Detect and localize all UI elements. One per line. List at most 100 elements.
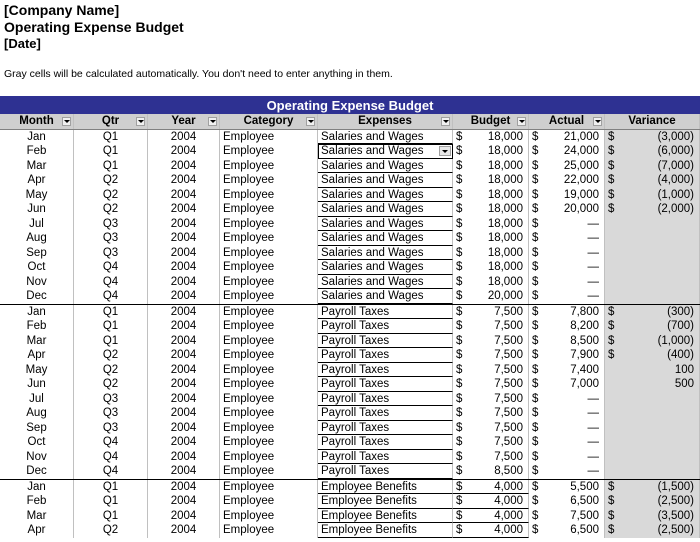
budget-cell[interactable]: $7,500 [453,362,529,377]
qtr-cell[interactable]: Q1 [74,129,148,144]
expenses-cell[interactable]: Payroll Taxes [318,406,453,421]
year-cell[interactable]: 2004 [148,494,220,509]
actual-cell[interactable]: $5,500 [529,479,605,494]
qtr-cell[interactable]: Q1 [74,158,148,173]
year-cell[interactable]: 2004 [148,158,220,173]
year-cell[interactable]: 2004 [148,202,220,217]
category-cell[interactable]: Employee [220,449,318,464]
filter-dropdown-icon[interactable] [208,117,217,126]
month-cell[interactable]: Mar [0,508,74,523]
qtr-cell[interactable]: Q2 [74,523,148,538]
category-cell[interactable]: Employee [220,129,318,144]
category-cell[interactable]: Employee [220,274,318,289]
budget-cell[interactable]: $18,000 [453,173,529,188]
budget-cell[interactable]: $18,000 [453,187,529,202]
expenses-cell[interactable]: Payroll Taxes [318,348,453,363]
month-cell[interactable]: Nov [0,449,74,464]
month-cell[interactable]: Jan [0,129,74,144]
actual-cell[interactable]: $7,800 [529,304,605,319]
month-cell[interactable]: Apr [0,173,74,188]
category-cell[interactable]: Employee [220,158,318,173]
actual-cell[interactable]: $6,500 [529,494,605,509]
year-cell[interactable]: 2004 [148,523,220,538]
qtr-cell[interactable]: Q3 [74,420,148,435]
qtr-cell[interactable]: Q4 [74,464,148,479]
actual-cell[interactable]: $24,000 [529,144,605,159]
expenses-cell[interactable]: Employee Benefits [318,523,453,538]
qtr-cell[interactable]: Q2 [74,187,148,202]
budget-cell[interactable]: $18,000 [453,274,529,289]
year-cell[interactable]: 2004 [148,362,220,377]
category-cell[interactable]: Employee [220,333,318,348]
month-cell[interactable]: Apr [0,523,74,538]
year-cell[interactable]: 2004 [148,464,220,479]
expenses-cell[interactable]: Payroll Taxes [318,333,453,348]
year-cell[interactable]: 2004 [148,231,220,246]
expenses-cell[interactable]: Salaries and Wages [318,173,453,188]
qtr-cell[interactable]: Q4 [74,274,148,289]
budget-cell[interactable]: $7,500 [453,435,529,450]
category-cell[interactable]: Employee [220,494,318,509]
actual-cell[interactable]: $8,500 [529,333,605,348]
qtr-cell[interactable]: Q1 [74,494,148,509]
filter-dropdown-icon[interactable] [441,117,450,126]
expenses-cell[interactable]: Payroll Taxes [318,420,453,435]
filter-dropdown-icon[interactable] [593,117,602,126]
qtr-cell[interactable]: Q3 [74,216,148,231]
budget-cell[interactable]: $4,000 [453,479,529,494]
month-cell[interactable]: Dec [0,289,74,304]
month-cell[interactable]: Mar [0,158,74,173]
qtr-cell[interactable]: Q2 [74,362,148,377]
year-cell[interactable]: 2004 [148,479,220,494]
qtr-cell[interactable]: Q4 [74,449,148,464]
month-cell[interactable]: Mar [0,333,74,348]
month-cell[interactable]: Oct [0,435,74,450]
actual-cell[interactable]: $ — [529,406,605,421]
qtr-cell[interactable]: Q1 [74,319,148,334]
expenses-cell[interactable]: Salaries and Wages [318,260,453,275]
year-cell[interactable]: 2004 [148,435,220,450]
month-cell[interactable]: May [0,362,74,377]
expenses-cell[interactable]: Salaries and Wages [318,274,453,289]
actual-cell[interactable]: $ — [529,274,605,289]
expenses-cell[interactable]: Salaries and Wages [318,231,453,246]
month-cell[interactable]: Feb [0,319,74,334]
category-cell[interactable]: Employee [220,406,318,421]
year-cell[interactable]: 2004 [148,508,220,523]
qtr-cell[interactable]: Q3 [74,391,148,406]
budget-cell[interactable]: $7,500 [453,319,529,334]
budget-cell[interactable]: $7,500 [453,348,529,363]
category-cell[interactable]: Employee [220,202,318,217]
qtr-cell[interactable]: Q1 [74,479,148,494]
qtr-cell[interactable]: Q2 [74,348,148,363]
category-cell[interactable]: Employee [220,260,318,275]
month-cell[interactable]: Jun [0,202,74,217]
actual-cell[interactable]: $7,000 [529,377,605,392]
category-cell[interactable]: Employee [220,245,318,260]
filter-dropdown-icon[interactable] [136,117,145,126]
year-cell[interactable]: 2004 [148,348,220,363]
category-cell[interactable]: Employee [220,173,318,188]
month-cell[interactable]: Sep [0,245,74,260]
budget-cell[interactable]: $18,000 [453,158,529,173]
year-cell[interactable]: 2004 [148,245,220,260]
filter-dropdown-icon[interactable] [517,117,526,126]
expenses-cell[interactable]: Payroll Taxes [318,464,453,479]
expenses-cell[interactable]: Salaries and Wages [318,216,453,231]
year-cell[interactable]: 2004 [148,420,220,435]
budget-cell[interactable]: $18,000 [453,216,529,231]
category-cell[interactable]: Employee [220,231,318,246]
month-cell[interactable]: Nov [0,274,74,289]
qtr-cell[interactable]: Q1 [74,508,148,523]
category-cell[interactable]: Employee [220,362,318,377]
expenses-cell[interactable]: Employee Benefits [318,479,453,494]
budget-cell[interactable]: $20,000 [453,289,529,304]
month-cell[interactable]: Jan [0,304,74,319]
year-cell[interactable]: 2004 [148,304,220,319]
actual-cell[interactable]: $ — [529,289,605,304]
budget-cell[interactable]: $7,500 [453,449,529,464]
budget-cell[interactable]: $7,500 [453,406,529,421]
category-cell[interactable]: Employee [220,464,318,479]
budget-cell[interactable]: $7,500 [453,377,529,392]
budget-cell[interactable]: $18,000 [453,144,529,159]
